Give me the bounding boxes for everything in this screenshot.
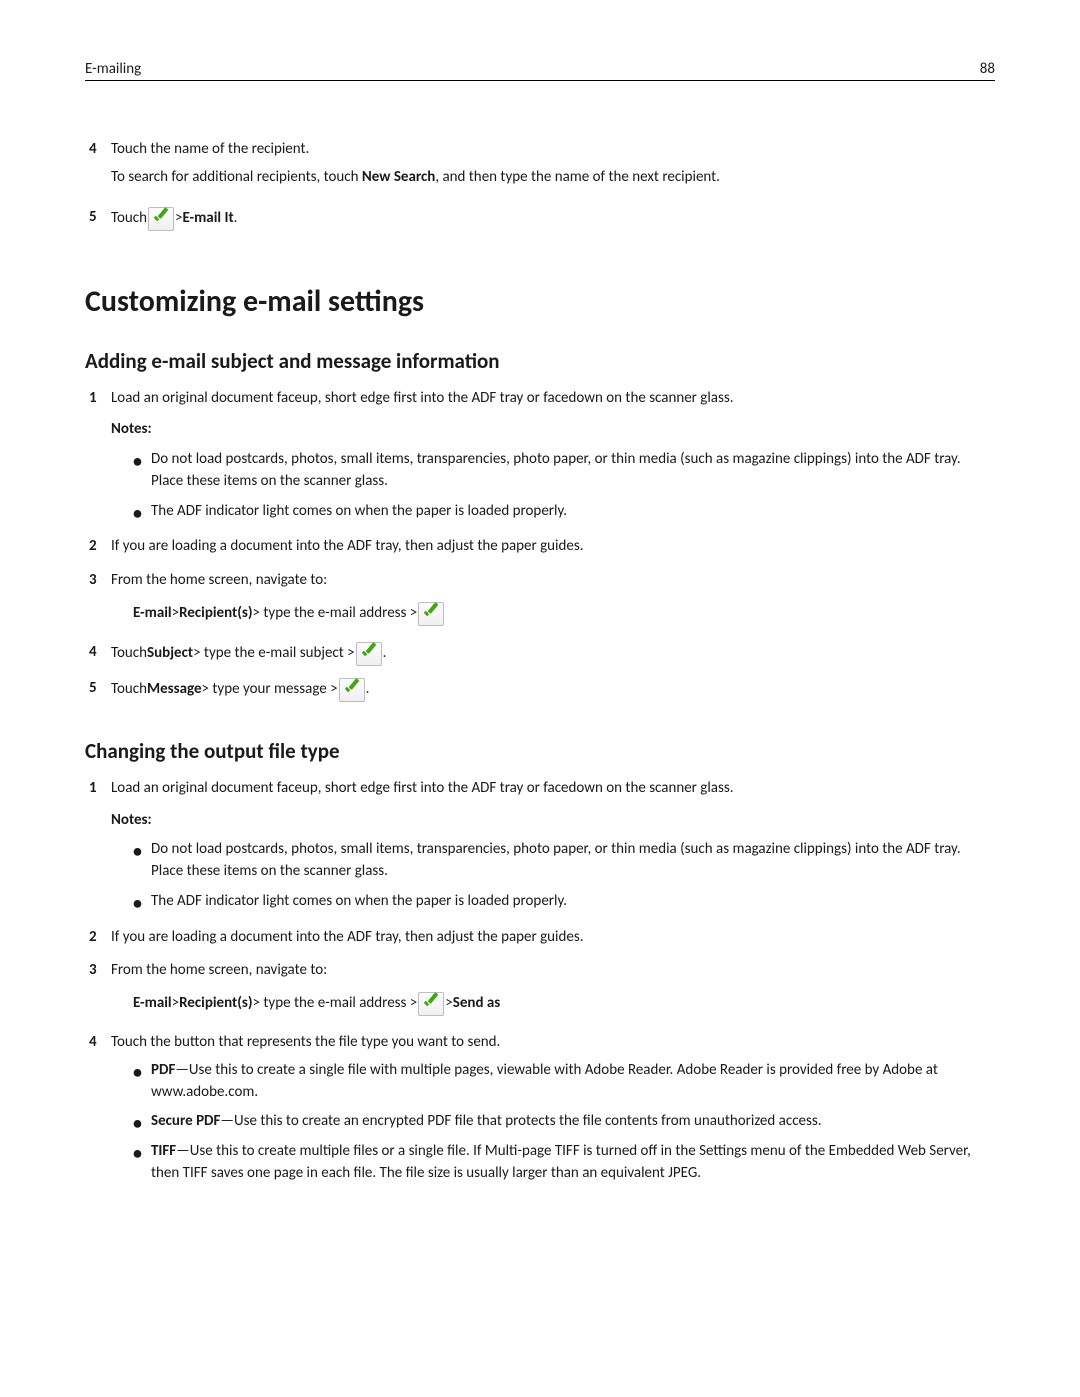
step-number: 2 — [85, 536, 111, 564]
text: > type the e-mail address > — [253, 993, 418, 1015]
checkmark-icon — [418, 992, 444, 1016]
bold-text: TIFF — [151, 1142, 176, 1160]
note-item: Do not load postcards, photos, small ite… — [133, 449, 995, 493]
file-type-item: Secure PDF—Use this to create an encrypt… — [133, 1111, 995, 1133]
step-body: If you are loading a document into the A… — [111, 927, 995, 955]
step-number: 2 — [85, 927, 111, 955]
page-root: E-mailing 88 4 Touch the name of the rec… — [0, 0, 1080, 1279]
intro-step-5: 5 Touch > E-mail It . — [85, 207, 995, 231]
s2-step-2: 2 If you are loading a document into the… — [85, 927, 995, 955]
step-body: From the home screen, navigate to: E-mai… — [111, 570, 995, 636]
bold-text: Recipient(s) — [179, 603, 252, 625]
notes-list: Do not load postcards, photos, small ite… — [133, 839, 995, 912]
bold-text: E-mail — [133, 993, 172, 1015]
step-number: 5 — [85, 678, 111, 702]
step-number: 1 — [85, 388, 111, 531]
section1-heading: Adding e-mail subject and message inform… — [85, 348, 995, 374]
s2-step-4: 4 Touch the button that represents the f… — [85, 1032, 995, 1193]
step-number: 3 — [85, 960, 111, 1026]
text: . — [234, 208, 238, 230]
s1-step-5: 5 Touch Message > type your message > . — [85, 678, 995, 702]
text: > type the e-mail address > — [253, 603, 418, 625]
text: > — [172, 993, 179, 1015]
text: —Use this to create multiple files or a … — [151, 1142, 971, 1182]
s1-step-4: 4 Touch Subject > type the e-mail subjec… — [85, 642, 995, 666]
text: . — [366, 679, 370, 701]
s2-step-1: 1 Load an original document faceup, shor… — [85, 778, 995, 921]
header-left: E-mailing — [85, 60, 141, 78]
s1-step-2: 2 If you are loading a document into the… — [85, 536, 995, 564]
file-type-list: PDF—Use this to create a single file wit… — [133, 1060, 995, 1185]
intro-step-4-line1: Touch the name of the recipient. — [111, 139, 995, 161]
text: Load an original document faceup, short … — [111, 778, 995, 800]
text: From the home screen, navigate to: — [111, 570, 995, 592]
text: > type your message > — [202, 679, 338, 701]
step-body: Load an original document faceup, short … — [111, 778, 995, 921]
step-body: If you are loading a document into the A… — [111, 536, 995, 564]
step-number: 4 — [85, 139, 111, 195]
text: > — [445, 993, 452, 1015]
step-body: Touch the button that represents the fil… — [111, 1032, 995, 1193]
bold-text: E-mail — [133, 603, 172, 625]
bold-text: E-mail It — [182, 208, 233, 230]
page-header: E-mailing 88 — [85, 60, 995, 81]
text: To search for additional recipients, tou… — [111, 168, 362, 186]
intro-step-4-line2: To search for additional recipients, tou… — [111, 167, 995, 189]
text: Touch — [111, 208, 147, 230]
s1-step-3: 3 From the home screen, navigate to: E-m… — [85, 570, 995, 636]
checkmark-icon — [356, 642, 382, 666]
note-item: The ADF indicator light comes on when th… — [133, 501, 995, 523]
checkmark-icon — [418, 602, 444, 626]
step-body: Load an original document faceup, short … — [111, 388, 995, 531]
text: —Use this to create an encrypted PDF fil… — [220, 1112, 821, 1130]
checkmark-icon — [148, 207, 174, 231]
text: > — [172, 603, 179, 625]
bold-text: Secure PDF — [151, 1112, 220, 1130]
note-item: The ADF indicator light comes on when th… — [133, 891, 995, 913]
file-type-item: PDF—Use this to create a single file wit… — [133, 1060, 995, 1104]
s2-step-3: 3 From the home screen, navigate to: E-m… — [85, 960, 995, 1026]
bold-text: Message — [147, 679, 202, 701]
step-body: From the home screen, navigate to: E-mai… — [111, 960, 995, 1026]
text: > type the e-mail subject > — [193, 643, 355, 665]
checkmark-icon — [339, 678, 365, 702]
nav-path: E-mail > Recipient(s) > type the e-mail … — [133, 602, 995, 626]
text: . — [383, 643, 387, 665]
notes-label: Notes: — [111, 419, 995, 441]
step-body: Touch > E-mail It . — [111, 207, 995, 231]
step-body: Touch Subject > type the e-mail subject … — [111, 642, 995, 666]
step-number: 3 — [85, 570, 111, 636]
step-number: 5 — [85, 207, 111, 231]
text: If you are loading a document into the A… — [111, 927, 995, 949]
section2-heading: Changing the output file type — [85, 738, 995, 764]
s1-step-1: 1 Load an original document faceup, shor… — [85, 388, 995, 531]
text: —Use this to create a single file with m… — [151, 1061, 938, 1101]
main-heading: Customizing e-mail settings — [85, 283, 995, 320]
note-item: Do not load postcards, photos, small ite… — [133, 839, 995, 883]
step-number: 1 — [85, 778, 111, 921]
bold-text: Send as — [453, 993, 501, 1015]
nav-path: E-mail > Recipient(s) > type the e-mail … — [133, 992, 995, 1016]
step-body: Touch the name of the recipient. To sear… — [111, 139, 995, 195]
text: Load an original document faceup, short … — [111, 388, 995, 410]
text: Touch — [111, 643, 147, 665]
file-type-item: TIFF—Use this to create multiple files o… — [133, 1141, 995, 1185]
text: > — [175, 208, 182, 230]
bold-text: Recipient(s) — [179, 993, 252, 1015]
bold-text: New Search — [362, 168, 435, 186]
text: From the home screen, navigate to: — [111, 960, 995, 982]
text: If you are loading a document into the A… — [111, 536, 995, 558]
bold-text: Subject — [147, 643, 193, 665]
text: , and then type the name of the next rec… — [435, 168, 720, 186]
step-body: Touch Message > type your message > . — [111, 678, 995, 702]
notes-label: Notes: — [111, 810, 995, 832]
header-right: 88 — [980, 60, 995, 78]
step-number: 4 — [85, 1032, 111, 1193]
notes-list: Do not load postcards, photos, small ite… — [133, 449, 995, 522]
bold-text: PDF — [151, 1061, 175, 1079]
text: Touch — [111, 679, 147, 701]
step-number: 4 — [85, 642, 111, 666]
intro-step-4: 4 Touch the name of the recipient. To se… — [85, 139, 995, 195]
text: Touch the button that represents the fil… — [111, 1032, 995, 1054]
